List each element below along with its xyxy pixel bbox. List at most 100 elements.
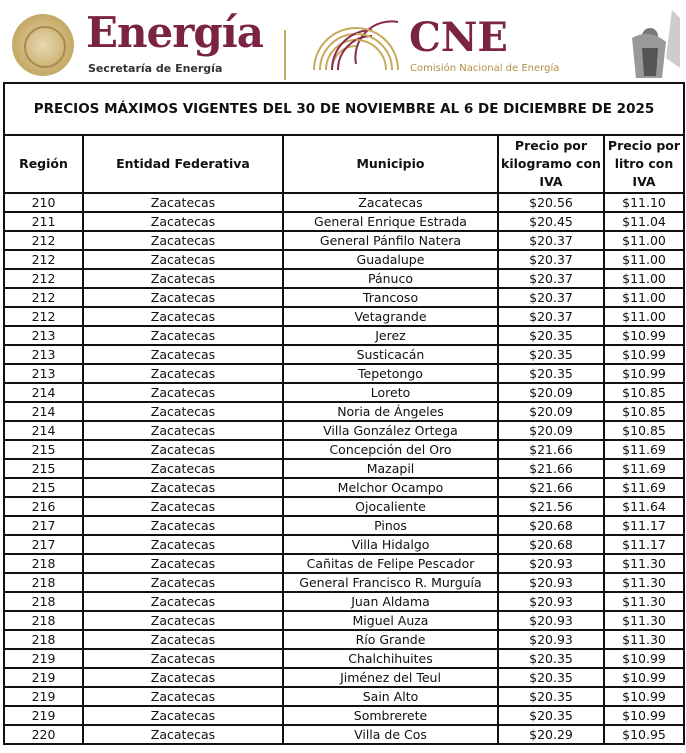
- price-litre-cell: $11.17: [603, 515, 685, 536]
- table-row: 214 Zacatecas Loreto $20.09 $10.85: [3, 382, 685, 403]
- price-kg-cell: $20.68: [497, 534, 605, 555]
- region-cell: 213: [3, 325, 84, 346]
- table-row: 218 Zacatecas Miguel Auza $20.93 $11.30: [3, 610, 685, 631]
- table-row: 215 Zacatecas Concepción del Oro $21.66 $11.…: [3, 439, 685, 460]
- price-table: PRECIOS MÁXIMOS VIGENTES DEL 30 DE NOVIE…: [3, 82, 685, 745]
- price-kg-cell: $20.37: [497, 230, 605, 251]
- entidad-cell: Zacatecas: [82, 306, 284, 327]
- entidad-cell: Zacatecas: [82, 724, 284, 745]
- entidad-cell: Zacatecas: [82, 496, 284, 517]
- municipio-cell: Juan Aldama: [282, 591, 499, 612]
- region-cell: 219: [3, 686, 84, 707]
- entidad-cell: Zacatecas: [82, 230, 284, 251]
- region-cell: 212: [3, 306, 84, 327]
- table-row: 213 Zacatecas Tepetongo $20.35 $10.99: [3, 363, 685, 384]
- cne-logo-title: CNE: [409, 14, 508, 61]
- municipio-cell: Pinos: [282, 515, 499, 536]
- price-kg-cell: $20.09: [497, 420, 605, 441]
- price-kg-cell: $21.66: [497, 458, 605, 479]
- price-litre-cell: $11.30: [603, 572, 685, 593]
- region-cell: 217: [3, 534, 84, 555]
- price-litre-cell: $10.99: [603, 648, 685, 669]
- energia-logo-title: Energía: [86, 8, 264, 57]
- price-kg-cell: $20.35: [497, 325, 605, 346]
- price-kg-cell: $20.93: [497, 553, 605, 574]
- table-row: 220 Zacatecas Villa de Cos $20.29 $10.95: [3, 724, 685, 745]
- price-kg-cell: $20.35: [497, 705, 605, 726]
- region-cell: 219: [3, 648, 84, 669]
- table-row: 219 Zacatecas Chalchihuites $20.35 $10.99: [3, 648, 685, 669]
- municipio-cell: Vetagrande: [282, 306, 499, 327]
- municipio-cell: Tepetongo: [282, 363, 499, 384]
- price-kg-cell: $21.66: [497, 477, 605, 498]
- price-kg-cell: $20.09: [497, 401, 605, 422]
- table-row: 210 Zacatecas Zacatecas $20.56 $11.10: [3, 192, 685, 213]
- price-litre-cell: $10.85: [603, 420, 685, 441]
- municipio-cell: Trancoso: [282, 287, 499, 308]
- price-kg-cell: $20.35: [497, 363, 605, 384]
- price-litre-cell: $11.00: [603, 306, 685, 327]
- entidad-cell: Zacatecas: [82, 591, 284, 612]
- price-litre-cell: $10.85: [603, 401, 685, 422]
- price-litre-cell: $10.99: [603, 363, 685, 384]
- region-cell: 218: [3, 610, 84, 631]
- cne-logo-subtitle: Comisión Nacional de Energía: [410, 63, 560, 74]
- price-kg-cell: $20.35: [497, 686, 605, 707]
- logo-divider: [284, 30, 286, 80]
- region-cell: 213: [3, 344, 84, 365]
- table-row: 212 Zacatecas General Pánfilo Natera $20.37…: [3, 230, 685, 251]
- price-litre-cell: $11.69: [603, 458, 685, 479]
- municipio-cell: Jiménez del Teul: [282, 667, 499, 688]
- table-row: 215 Zacatecas Melchor Ocampo $21.66 $11.69: [3, 477, 685, 498]
- region-cell: 218: [3, 591, 84, 612]
- table-row: 218 Zacatecas General Francisco R. Murguía…: [3, 572, 685, 593]
- price-litre-cell: $11.00: [603, 268, 685, 289]
- price-litre-cell: $11.04: [603, 211, 685, 232]
- table-row: 214 Zacatecas Noria de Ángeles $20.09 $10.85: [3, 401, 685, 422]
- price-kg-cell: $20.37: [497, 268, 605, 289]
- region-cell: 214: [3, 420, 84, 441]
- price-kg-cell: $20.93: [497, 610, 605, 631]
- column-header-region: Región: [3, 134, 84, 194]
- entidad-cell: Zacatecas: [82, 192, 284, 213]
- municipio-cell: Sombrerete: [282, 705, 499, 726]
- heroine-figure-icon: [632, 10, 680, 78]
- region-cell: 218: [3, 553, 84, 574]
- entidad-cell: Zacatecas: [82, 325, 284, 346]
- column-header-entidad: Entidad Federativa: [82, 134, 284, 194]
- price-litre-cell: $11.30: [603, 610, 685, 631]
- table-row: 212 Zacatecas Guadalupe $20.37 $11.00: [3, 249, 685, 270]
- entidad-cell: Zacatecas: [82, 268, 284, 289]
- price-litre-cell: $11.17: [603, 534, 685, 555]
- table-row: 218 Zacatecas Río Grande $20.93 $11.30: [3, 629, 685, 650]
- price-litre-cell: $10.99: [603, 344, 685, 365]
- table-row: 212 Zacatecas Vetagrande $20.37 $11.00: [3, 306, 685, 327]
- price-litre-cell: $10.99: [603, 325, 685, 346]
- municipio-cell: Río Grande: [282, 629, 499, 650]
- municipio-cell: Pánuco: [282, 268, 499, 289]
- region-cell: 212: [3, 249, 84, 270]
- price-litre-cell: $11.69: [603, 439, 685, 460]
- municipio-cell: Sain Alto: [282, 686, 499, 707]
- entidad-cell: Zacatecas: [82, 477, 284, 498]
- table-row: 211 Zacatecas General Enrique Estrada $20.4…: [3, 211, 685, 232]
- price-litre-cell: $11.30: [603, 553, 685, 574]
- national-seal-icon: [12, 14, 74, 76]
- entidad-cell: Zacatecas: [82, 572, 284, 593]
- column-header-price-kg: Precio por kilogramo con IVA: [497, 134, 605, 194]
- page-header: Energía Secretaría de Energía CNE Comisi…: [0, 0, 686, 82]
- region-cell: 213: [3, 363, 84, 384]
- municipio-cell: Loreto: [282, 382, 499, 403]
- table-row: 219 Zacatecas Sain Alto $20.35 $10.99: [3, 686, 685, 707]
- price-kg-cell: $20.45: [497, 211, 605, 232]
- price-litre-cell: $11.00: [603, 230, 685, 251]
- entidad-cell: Zacatecas: [82, 344, 284, 365]
- price-litre-cell: $10.99: [603, 667, 685, 688]
- table-title: PRECIOS MÁXIMOS VIGENTES DEL 30 DE NOVIE…: [3, 82, 685, 136]
- price-kg-cell: $20.09: [497, 382, 605, 403]
- entidad-cell: Zacatecas: [82, 534, 284, 555]
- price-kg-cell: $20.37: [497, 287, 605, 308]
- region-cell: 212: [3, 230, 84, 251]
- entidad-cell: Zacatecas: [82, 686, 284, 707]
- table-row: 212 Zacatecas Trancoso $20.37 $11.00: [3, 287, 685, 308]
